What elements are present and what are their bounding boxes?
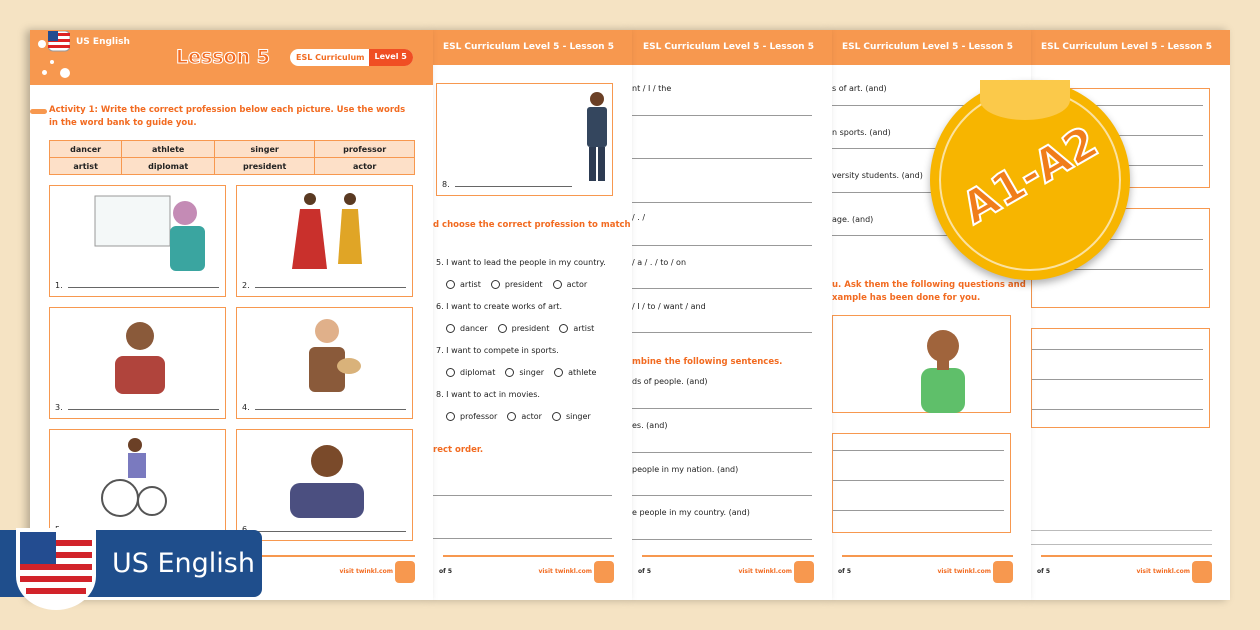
radio[interactable] <box>446 324 455 333</box>
question: 7. I want to compete in sports. <box>436 346 559 355</box>
athlete-illustration <box>101 438 167 517</box>
radio[interactable] <box>554 368 564 377</box>
picture-box-1: 1. <box>49 185 226 297</box>
picture-box <box>832 315 1011 413</box>
footer-link[interactable]: visit twinkl.com <box>538 568 592 575</box>
picture-box-2: 2. <box>236 185 413 297</box>
level-sticker: A1-A2 <box>930 80 1130 280</box>
header-title: ESL Curriculum Level 5 - Lesson 5 <box>1040 42 1212 52</box>
professor-illustration <box>94 195 205 271</box>
word-bank: dancer athlete singer professor artist diplo… <box>48 140 415 175</box>
activity-heading: rect order. <box>433 445 484 455</box>
picture-box-6: 6. <box>236 429 413 541</box>
answer-box <box>832 433 1011 533</box>
sentence: people in my nation. (and) <box>632 465 739 474</box>
word-order-item: / . / <box>632 213 646 222</box>
options: diplomat singer athlete <box>436 362 606 384</box>
radio[interactable] <box>446 368 455 377</box>
diplomat-woman-illustration <box>290 445 364 518</box>
radio[interactable] <box>446 412 455 421</box>
picture-number: 8. <box>442 180 450 189</box>
options: artist president actor <box>436 274 606 296</box>
footer-link[interactable]: visit twinkl.com <box>1136 568 1190 575</box>
header-title: ESL Curriculum Level 5 - Lesson 5 <box>642 42 814 52</box>
worksheet-page-1: US English Lesson 5 ESL Curriculum Level … <box>30 30 433 600</box>
word-order-item: / I / to / want / and <box>632 302 706 311</box>
word-order-item: / a / . / to / on <box>632 258 687 267</box>
singer-illustration <box>115 322 165 394</box>
page-header: ESL Curriculum Level 5 - Lesson 5 <box>1031 30 1230 65</box>
radio[interactable] <box>446 280 455 289</box>
page-title: Lesson 5 <box>175 46 271 69</box>
banner-label: US English <box>112 548 255 579</box>
sentence: age. (and) <box>832 215 874 224</box>
answer-box <box>1031 328 1210 428</box>
options: dancer president artist <box>436 318 606 340</box>
worksheet-page-3: ESL Curriculum Level 5 - Lesson 5 nt / I… <box>632 30 832 600</box>
page-header: ESL Curriculum Level 5 - Lesson 5 <box>433 30 632 65</box>
twinkl-logo <box>594 561 614 583</box>
footer-link[interactable]: visit twinkl.com <box>738 568 792 575</box>
question: 8. I want to act in movies. <box>436 390 540 399</box>
footer-link[interactable]: visit twinkl.com <box>339 568 393 575</box>
worksheet-page-2: ESL Curriculum Level 5 - Lesson 5 8. d c… <box>433 30 632 600</box>
page-header: ESL Curriculum Level 5 - Lesson 5 <box>832 30 1031 65</box>
activity-heading: d choose the correct profession to match <box>433 220 631 230</box>
sentence: s of art. (and) <box>832 84 887 93</box>
us-flag-icon <box>16 528 96 610</box>
activity-heading: u. Ask them the following questions and <box>832 280 1026 290</box>
page-number: of 5 <box>838 568 851 575</box>
language-label: US English <box>76 37 130 47</box>
picture-box-5: 5. <box>49 429 226 541</box>
sentence: es. (and) <box>632 421 668 430</box>
worksheet-page-5: ESL Curriculum Level 5 - Lesson 5 of 5 vi… <box>1031 30 1230 600</box>
twinkl-logo <box>794 561 814 583</box>
options: professor actor singer <box>436 406 606 428</box>
sentence: n sports. (and) <box>832 128 891 137</box>
sticker-peel <box>980 80 1070 120</box>
radio[interactable] <box>490 280 500 289</box>
radio[interactable] <box>551 412 561 421</box>
radio[interactable] <box>559 324 569 333</box>
radio[interactable] <box>497 324 507 333</box>
picture-box-4: 4. <box>236 307 413 419</box>
dancers-illustration <box>292 193 362 269</box>
page-header: US English Lesson 5 ESL Curriculum Level … <box>30 30 433 85</box>
page-number: of 5 <box>439 568 452 575</box>
picture-box-8: 8. <box>436 83 613 196</box>
radio[interactable] <box>505 368 515 377</box>
word-order-item: nt / I / the <box>632 84 672 93</box>
multiple-choice-list: 5. I want to lead the people in my count… <box>436 252 606 428</box>
radio[interactable] <box>552 280 562 289</box>
us-flag-icon <box>48 31 70 52</box>
twinkl-logo <box>395 561 415 583</box>
activity-heading: mbine the following sentences. <box>632 357 783 367</box>
sentence: e people in my country. (and) <box>632 508 750 517</box>
footer-link[interactable]: visit twinkl.com <box>937 568 991 575</box>
question: 6. I want to create works of art. <box>436 302 562 311</box>
sentence: ds of people. (and) <box>632 377 708 386</box>
page-header: ESL Curriculum Level 5 - Lesson 5 <box>632 30 832 65</box>
worksheet-page-4: ESL Curriculum Level 5 - Lesson 5 s of a… <box>832 30 1031 600</box>
twinkl-logo <box>1192 561 1212 583</box>
diplomat-illustration <box>587 92 607 181</box>
question: 5. I want to lead the people in my count… <box>436 258 606 267</box>
artist-illustration <box>309 319 361 392</box>
curriculum-badge: ESL Curriculum Level 5 <box>290 49 413 66</box>
activity-marker <box>30 109 47 114</box>
twinkl-logo <box>993 561 1013 583</box>
sentence: versity students. (and) <box>832 171 923 180</box>
header-title: ESL Curriculum Level 5 - Lesson 5 <box>442 42 614 52</box>
header-title: ESL Curriculum Level 5 - Lesson 5 <box>841 42 1013 52</box>
activity-heading: Activity 1: Write the correct profession… <box>49 105 406 128</box>
picture-box-3: 3. <box>49 307 226 419</box>
activity-heading: xample has been done for you. <box>832 293 981 303</box>
radio[interactable] <box>507 412 517 421</box>
language-banner: US English <box>0 528 262 610</box>
page-number: of 5 <box>1037 568 1050 575</box>
boy-illustration <box>921 330 965 413</box>
page-number: of 5 <box>638 568 651 575</box>
